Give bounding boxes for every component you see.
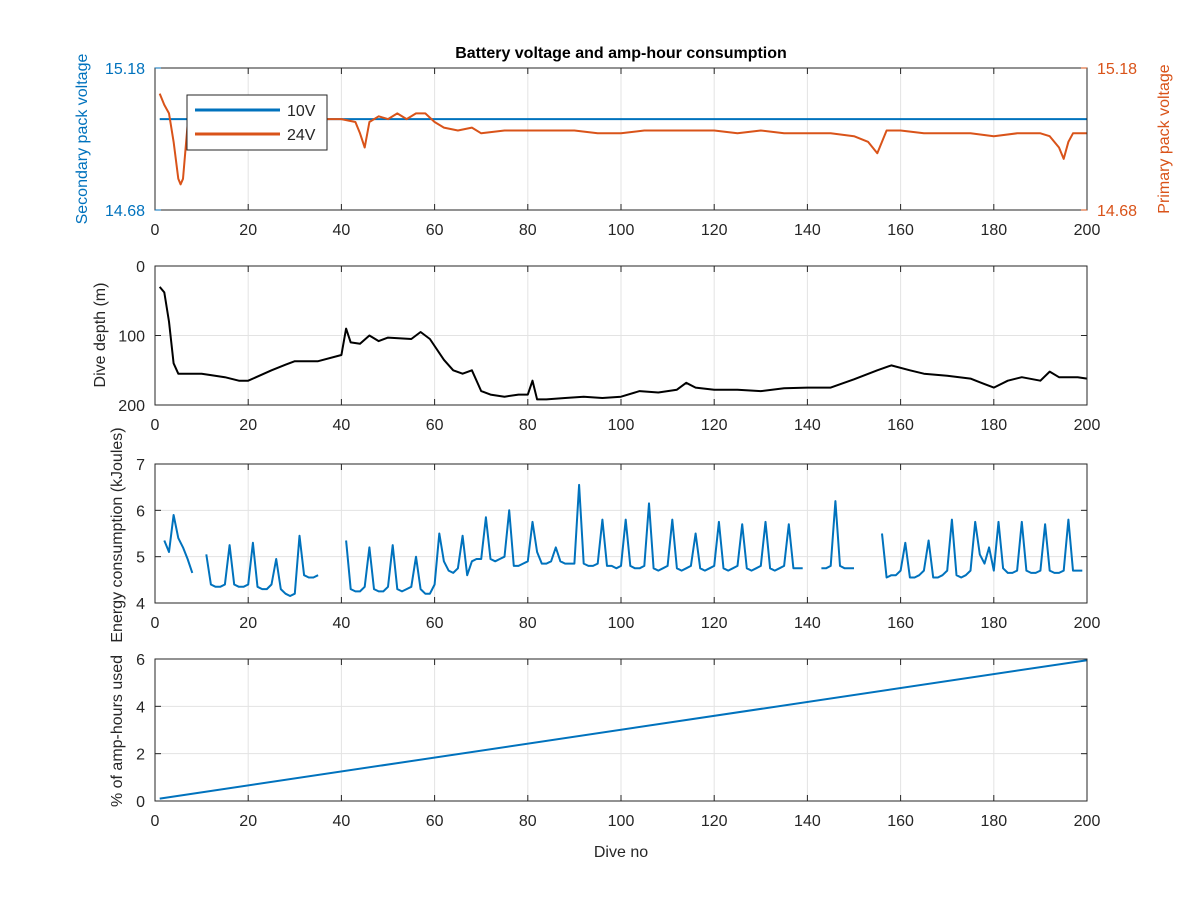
series-line-segment-1: [205, 534, 319, 597]
y-tick-label: 200: [118, 398, 145, 415]
legend: 10V 24V: [186, 94, 328, 151]
series-line-segment-0: [163, 514, 194, 574]
x-tick-label: 100: [608, 615, 635, 632]
y-tick-label: 2: [136, 747, 145, 764]
x-tick-label: 200: [1074, 417, 1101, 434]
depth-panel: 0 20 40 60 80 100 120 140 160 180 200 0 100 200: [118, 259, 1100, 434]
x-tick-label: 60: [426, 813, 444, 830]
y-left-tick-label: 14.68: [105, 203, 145, 220]
x-tick-label: 160: [887, 222, 914, 239]
x-tick-label: 60: [426, 615, 444, 632]
x-tick-label: 100: [608, 417, 635, 434]
x-tick-label: 140: [794, 615, 821, 632]
x-tick-label: 200: [1074, 615, 1101, 632]
x-tick-label: 20: [239, 615, 257, 632]
y-tick-label: 7: [136, 457, 145, 474]
x-axis-label: Dive no: [594, 844, 648, 861]
y-right-tick-label: 15.18: [1097, 61, 1137, 78]
x-tick-label: 160: [887, 417, 914, 434]
series-line: [158, 286, 1088, 401]
amp-hours-ylabel: % of amp-hours used: [109, 655, 126, 807]
x-tick-label: 180: [980, 222, 1007, 239]
voltage-right-ylabel: Primary pack voltage: [1156, 64, 1173, 213]
x-tick-label: 0: [151, 222, 160, 239]
x-tick-label: 180: [980, 417, 1007, 434]
energy-panel: 0 20 40 60 80 100 120 140 160 180 200 4 5 6 7: [136, 457, 1100, 632]
x-tick-label: 80: [519, 222, 537, 239]
x-tick-label: 120: [701, 615, 728, 632]
y-tick-label: 100: [118, 329, 145, 346]
x-tick-label: 20: [239, 222, 257, 239]
x-tick-label: 0: [151, 417, 160, 434]
y-tick-label: 5: [136, 550, 145, 567]
series-line-segment-2: [345, 483, 803, 595]
x-tick-label: 120: [701, 813, 728, 830]
y-tick-label: 4: [136, 699, 145, 716]
x-tick-label: 140: [794, 417, 821, 434]
x-tick-label: 100: [608, 813, 635, 830]
x-tick-label: 20: [239, 417, 257, 434]
voltage-left-ylabel: Secondary pack voltage: [74, 54, 91, 225]
series-line-segment-4: [881, 518, 1083, 579]
chart-title: Battery voltage and amp-hour consumption: [455, 45, 787, 62]
x-tick-label: 180: [980, 615, 1007, 632]
x-tick-label: 20: [239, 813, 257, 830]
x-tick-label: 120: [701, 417, 728, 434]
x-tick-label: 120: [701, 222, 728, 239]
y-left-tick-label: 15.18: [105, 61, 145, 78]
x-tick-label: 60: [426, 222, 444, 239]
x-tick-label: 140: [794, 222, 821, 239]
x-tick-label: 180: [980, 813, 1007, 830]
x-tick-label: 140: [794, 813, 821, 830]
x-tick-label: 40: [333, 615, 351, 632]
legend-box: [186, 94, 328, 151]
x-tick-label: 80: [519, 813, 537, 830]
x-tick-label: 40: [333, 813, 351, 830]
x-tick-label: 80: [519, 615, 537, 632]
x-tick-label: 60: [426, 417, 444, 434]
series-line: [159, 659, 1088, 800]
x-tick-label: 40: [333, 222, 351, 239]
x-tick-label: 0: [151, 813, 160, 830]
x-tick-label: 200: [1074, 813, 1101, 830]
energy-ylabel: Energy consumption (kJoules): [109, 427, 126, 642]
y-right-tick-label: 14.68: [1097, 203, 1137, 220]
y-tick-label: 4: [136, 596, 145, 613]
y-tick-label: 0: [136, 259, 145, 276]
y-tick-label: 6: [136, 652, 145, 669]
amp-hours-panel: 0 20 40 60 80 100 120 140 160 180 200 0 2 4 6: [136, 652, 1100, 830]
x-tick-label: 160: [887, 813, 914, 830]
x-tick-label: 40: [333, 417, 351, 434]
depth-ylabel: Dive depth (m): [92, 283, 109, 388]
y-tick-label: 0: [136, 794, 145, 811]
x-tick-label: 100: [608, 222, 635, 239]
x-tick-label: 0: [151, 615, 160, 632]
legend-label-24v: 24V: [287, 127, 316, 144]
x-tick-label: 80: [519, 417, 537, 434]
x-tick-label: 160: [887, 615, 914, 632]
x-tick-label: 200: [1074, 222, 1101, 239]
y-tick-label: 6: [136, 503, 145, 520]
series-line-segment-3: [821, 500, 854, 570]
legend-label-10v: 10V: [287, 103, 316, 120]
